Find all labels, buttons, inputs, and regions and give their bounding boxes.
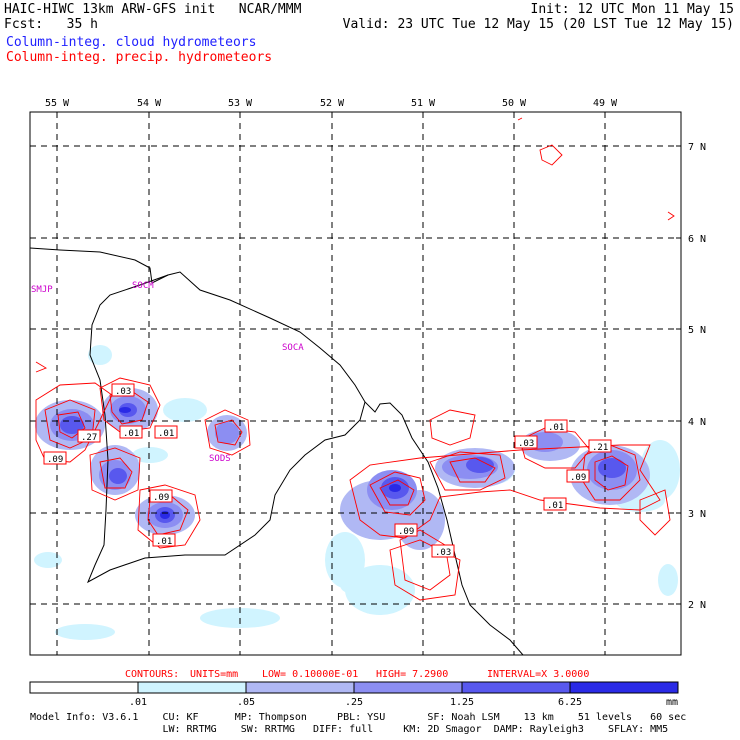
valid-time: Valid: 23 UTC Tue 12 May 15 (20 LST Tue … <box>342 17 734 32</box>
contour-label: .03 <box>115 387 131 397</box>
contour-label: .01 <box>158 429 174 439</box>
lat-lon-grid <box>30 112 681 655</box>
lat-label: 2 N <box>688 600 706 611</box>
colorbar-tick: .01 <box>129 697 147 708</box>
forecast-hour: Fcst: 35 h <box>4 17 98 32</box>
station-label: SOCA <box>282 343 304 353</box>
lat-label: 7 N <box>688 142 706 153</box>
precip-contours <box>35 117 675 601</box>
contour-info-high: HIGH= 7.2900 <box>376 669 448 680</box>
contour-label: .01 <box>548 423 564 433</box>
colorbar-ticks: .01 .05 .25 1.25 6.25 mm <box>129 697 678 708</box>
legend-precip: Column-integ. precip. hydrometeors <box>6 50 273 65</box>
frame-ticks <box>56 112 681 605</box>
lon-label: 52 W <box>320 98 345 109</box>
contour-labels: .03 .01 .01 .27 .09 .09 .01 .01 .03 .21 … <box>43 383 612 558</box>
contour-label: .03 <box>435 548 451 558</box>
coastline <box>30 247 524 655</box>
contour-label: .27 <box>81 433 97 443</box>
colorbar-tick: 1.25 <box>450 697 474 708</box>
lon-label: 55 W <box>45 98 70 109</box>
contour-label: .01 <box>123 429 139 439</box>
latitude-labels: 7 N 6 N 5 N 4 N 3 N 2 N <box>688 142 706 611</box>
contour-info: CONTOURS: UNITS=mm LOW= 0.10000E-01 HIGH… <box>125 669 589 680</box>
model-title: HAIC-HIWC 13km ARW-GFS init NCAR/MMM <box>4 2 302 17</box>
contour-info-title: CONTOURS: <box>125 669 179 680</box>
station-labels: SMJP SOCM SOCA SODS <box>31 281 304 464</box>
model-info-line2: LW: RRTMG SW: RRTMG DIFF: full KM: 2D Sm… <box>30 724 669 735</box>
contour-info-units: UNITS=mm <box>190 669 238 680</box>
station-label: SMJP <box>31 285 53 295</box>
contour-label: .09 <box>398 527 414 537</box>
lat-label: 4 N <box>688 417 706 428</box>
lat-label: 6 N <box>688 234 706 245</box>
lon-label: 49 W <box>593 98 618 109</box>
colorbar-tick: 6.25 <box>558 697 582 708</box>
contour-label: .03 <box>518 439 534 449</box>
lat-label: 5 N <box>688 325 706 336</box>
contour-label: .01 <box>547 501 563 511</box>
colorbar-tick: .25 <box>345 697 363 708</box>
lon-label: 53 W <box>228 98 253 109</box>
contour-label: .21 <box>592 443 608 453</box>
lon-label: 50 W <box>502 98 527 109</box>
colorbar-unit: mm <box>666 697 678 708</box>
longitude-labels: 55 W 54 W 53 W 52 W 51 W 50 W 49 W <box>45 98 618 109</box>
contour-label: .09 <box>47 455 63 465</box>
station-label: SOCM <box>132 281 154 291</box>
contour-label: .09 <box>153 493 169 503</box>
colorbar <box>29 681 679 694</box>
lon-label: 54 W <box>137 98 162 109</box>
legend-cloud: Column-integ. cloud hydrometeors <box>6 35 257 50</box>
map-frame <box>29 111 682 656</box>
lon-label: 51 W <box>411 98 436 109</box>
contour-info-interval: INTERVAL=X 3.0000 <box>487 669 589 680</box>
contour-info-low: LOW= 0.10000E-01 <box>262 669 358 680</box>
contour-label: .09 <box>570 473 586 483</box>
lat-label: 3 N <box>688 509 706 520</box>
init-time: Init: 12 UTC Mon 11 May 15 <box>530 2 735 17</box>
colorbar-tick: .05 <box>237 697 255 708</box>
contour-label: .01 <box>156 537 172 547</box>
station-label: SODS <box>209 454 231 464</box>
model-info-line1: Model Info: V3.6.1 CU: KF MP: Thompson P… <box>30 712 687 723</box>
